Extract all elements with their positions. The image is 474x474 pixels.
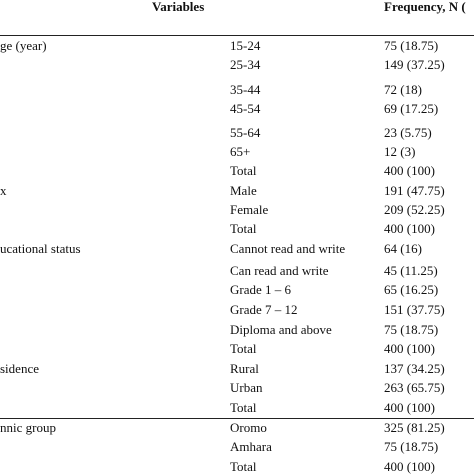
row-value: 191 (47.75) (384, 183, 445, 198)
row-value: 45 (11.25) (384, 263, 438, 278)
row-value: 65 (16.25) (384, 282, 439, 297)
row-category: Rural (230, 361, 259, 376)
row-value: 23 (5.75) (384, 125, 432, 140)
row-category: Cannot read and write (230, 241, 346, 256)
row-category: 65+ (230, 144, 251, 159)
row-category: 25-34 (230, 57, 261, 72)
row-value: 400 (100) (384, 341, 435, 356)
row-value: 400 (100) (384, 163, 435, 178)
group-label-residence: sidence (0, 361, 39, 376)
row-category: 55-64 (230, 125, 261, 140)
group-label-age: ge (year) (0, 38, 47, 53)
row-category: Oromo (230, 420, 267, 435)
row-category: Total (230, 341, 257, 356)
frequency-header: Frequency, N ( (384, 0, 466, 14)
row-value: 75 (18.75) (384, 439, 439, 454)
row-category: Total (230, 163, 257, 178)
row-category: Diploma and above (230, 322, 332, 337)
row-category: Total (230, 459, 257, 474)
group-label-sex: x (0, 183, 7, 198)
header-rule (0, 35, 474, 36)
section-rule (0, 418, 474, 419)
row-category: 45-54 (230, 101, 261, 116)
row-value: 325 (81.25) (384, 420, 445, 435)
row-value: 400 (100) (384, 221, 435, 236)
row-category: Urban (230, 380, 263, 395)
row-category: Grade 1 – 6 (230, 282, 292, 297)
row-category: 15-24 (230, 38, 261, 53)
row-value: 263 (65.75) (384, 380, 445, 395)
row-category: Total (230, 221, 257, 236)
row-value: 400 (100) (384, 400, 435, 415)
row-category: Amhara (230, 439, 272, 454)
variables-header: Variables (152, 0, 205, 14)
row-value: 151 (37.75) (384, 302, 445, 317)
row-value: 12 (3) (384, 144, 416, 159)
group-label-education: ucational status (0, 241, 81, 256)
row-category: Grade 7 – 12 (230, 302, 298, 317)
row-value: 209 (52.25) (384, 202, 445, 217)
row-value: 69 (17.25) (384, 101, 439, 116)
row-value: 72 (18) (384, 82, 422, 97)
row-value: 75 (18.75) (384, 322, 439, 337)
row-category: Male (230, 183, 257, 198)
row-category: Female (230, 202, 269, 217)
row-value: 400 (100) (384, 459, 435, 474)
row-value: 64 (16) (384, 241, 422, 256)
row-value: 149 (37.25) (384, 57, 445, 72)
row-category: Can read and write (230, 263, 329, 278)
row-value: 137 (34.25) (384, 361, 445, 376)
row-value: 75 (18.75) (384, 38, 439, 53)
row-category: Total (230, 400, 257, 415)
group-label-ethnic: nnic group (0, 420, 56, 435)
row-category: 35-44 (230, 82, 261, 97)
